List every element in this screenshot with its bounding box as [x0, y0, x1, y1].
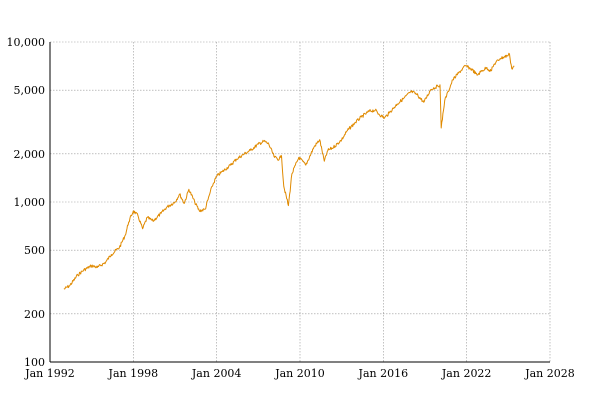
y-tick-label: 10,000 [7, 36, 46, 49]
y-tick-label: 100 [24, 356, 45, 369]
x-tick-label: Jan 2022 [441, 367, 492, 380]
series-layer [63, 52, 515, 290]
series-line [63, 52, 515, 290]
x-tick-label: Jan 2016 [358, 367, 409, 380]
x-tick-label: Jan 2010 [274, 367, 325, 380]
x-tick-label: Jan 2004 [191, 367, 242, 380]
grid [49, 41, 551, 363]
x-tick-label: Jan 2028 [524, 367, 575, 380]
x-tick-label: Jan 1992 [24, 367, 75, 380]
y-tick-label: 5,000 [14, 84, 46, 97]
y-tick-label: 200 [24, 308, 45, 321]
x-tick-label: Jan 1998 [108, 367, 159, 380]
y-tick-label: 1,000 [14, 196, 46, 209]
y-tick-label: 2,000 [14, 148, 46, 161]
tick-labels: 100 200 500 1,000 2,000 5,000 10,000 Jan 1992 Ja… [7, 36, 575, 380]
axes [49, 42, 550, 363]
y-tick-label: 500 [24, 244, 45, 257]
